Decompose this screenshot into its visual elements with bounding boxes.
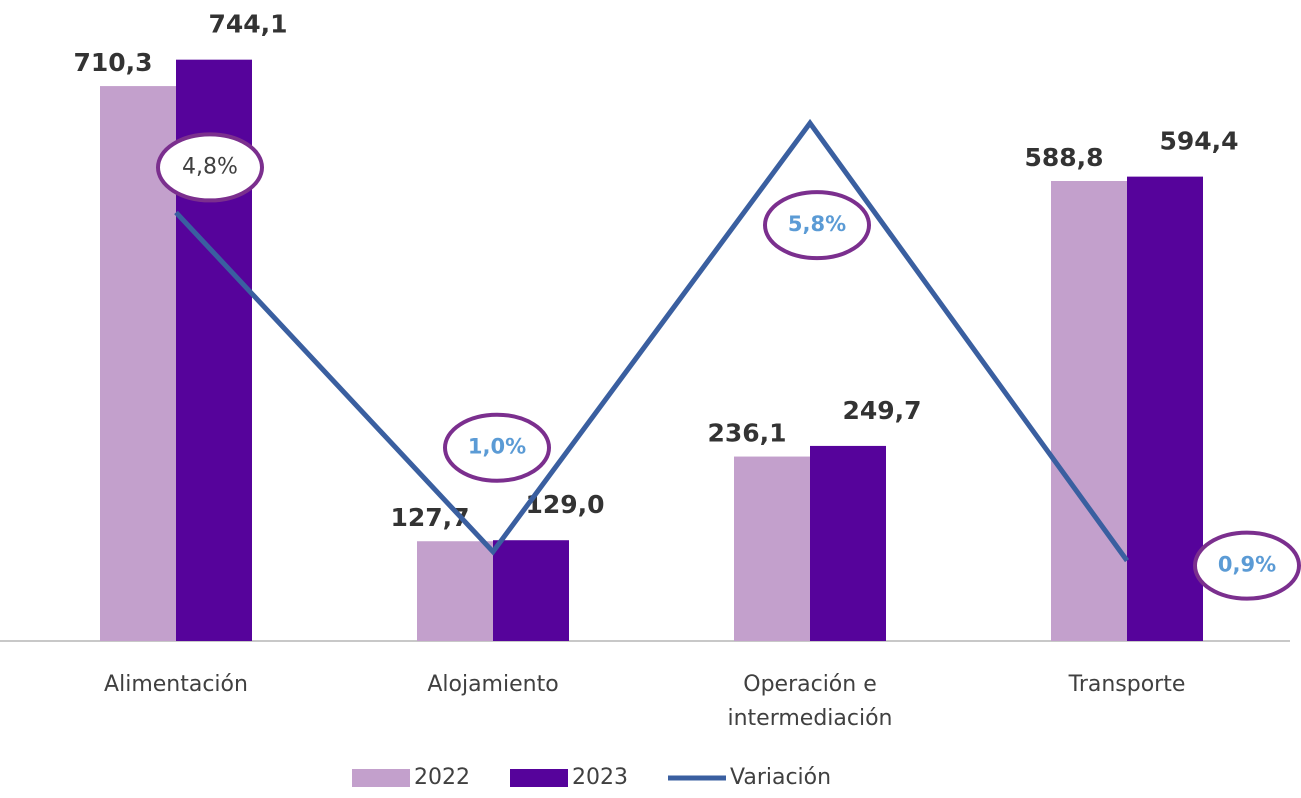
data-label: 710,3 [73,48,152,77]
data-label: 4,8% [182,154,238,179]
legend-label: Variación [730,765,831,790]
bar [1051,181,1127,641]
bar [417,541,493,641]
label-bubble [1193,530,1301,601]
line [174,118,1130,563]
data-label: 236,1 [707,419,786,448]
legend-label: 2023 [572,765,628,790]
data-label: 744,1 [208,10,287,39]
x-tick-label: Alimentación [104,672,248,697]
bar [734,456,810,641]
label-bubble [443,412,551,483]
data-label: 1,0% [468,435,526,459]
legend-swatch [510,769,568,787]
data-label: 0,9% [1218,553,1276,577]
bar [493,540,569,641]
data-label: 129,0 [525,490,604,519]
legend-label: 2022 [414,765,470,790]
bar [1127,176,1203,641]
bar [810,445,886,641]
data-label: 594,4 [1159,127,1238,156]
data-label: 127,7 [390,503,469,532]
data-label: 5,8% [788,212,846,236]
legend-swatch [352,769,410,787]
x-tick-label: Operación e intermediación [727,672,893,731]
label-bubble [156,132,264,203]
data-label: 588,8 [1024,143,1103,172]
label-bubble [763,190,871,261]
x-tick-label: Transporte [1068,672,1186,697]
x-tick-label: Alojamiento [427,672,559,697]
data-label: 249,7 [842,396,921,425]
